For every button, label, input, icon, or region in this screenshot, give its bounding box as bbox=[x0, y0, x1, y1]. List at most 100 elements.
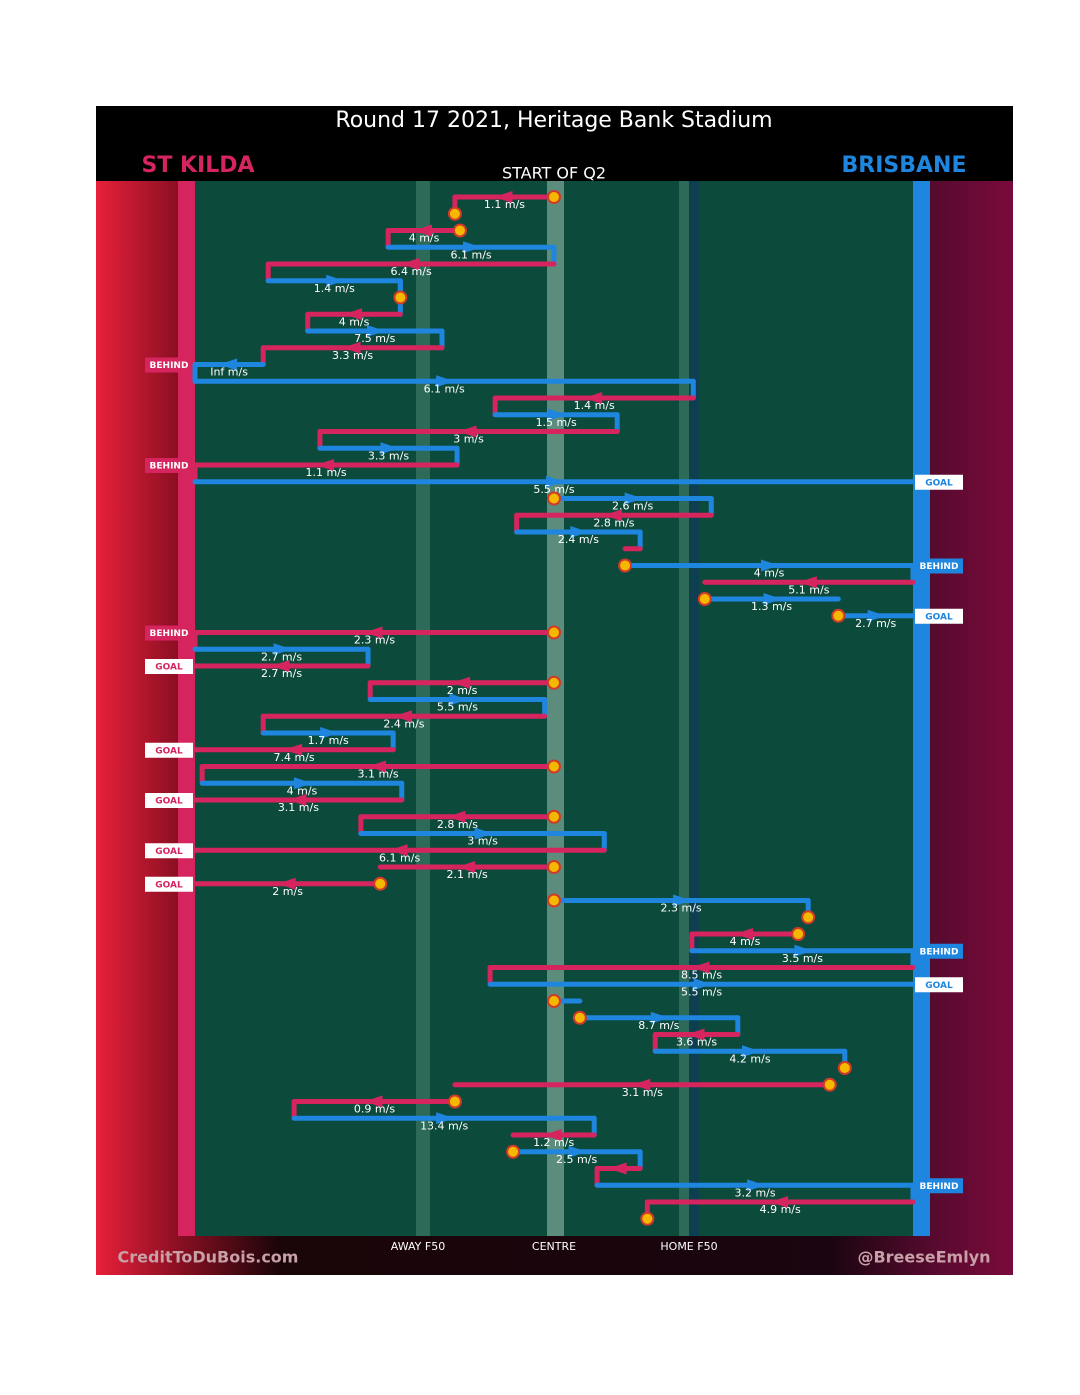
outcome-tag bbox=[145, 793, 193, 808]
speed-label: 4 m/s bbox=[339, 315, 370, 328]
stoppage-dot bbox=[452, 223, 467, 238]
outcome-label: BEHIND bbox=[920, 562, 959, 572]
stoppage-dot bbox=[831, 608, 846, 623]
arrow bbox=[474, 827, 493, 840]
speed-label: 1.1 m/s bbox=[305, 466, 346, 479]
outcome-label: GOAL bbox=[155, 746, 183, 756]
stoppage-dot bbox=[547, 625, 561, 640]
credit: @BreeseEmlyn bbox=[857, 1248, 990, 1267]
arrow bbox=[693, 978, 712, 991]
speed-label: 4 m/s bbox=[287, 784, 318, 797]
outcome-tag bbox=[145, 843, 193, 859]
speed-label: 3.1 m/s bbox=[358, 768, 399, 781]
speed-label: 1.2 m/s bbox=[533, 1136, 574, 1149]
speed-label: 2.6 m/s bbox=[612, 500, 653, 513]
arrow bbox=[380, 442, 399, 455]
arrow bbox=[584, 392, 603, 404]
speed-label: 3.1 m/s bbox=[622, 1086, 663, 1099]
outcome-tag bbox=[915, 1178, 963, 1194]
speed-label: 6.1 m/s bbox=[424, 382, 465, 395]
arrow bbox=[546, 475, 564, 488]
speed-label: 4.2 m/s bbox=[729, 1052, 770, 1065]
speed-label: 2.7 m/s bbox=[261, 667, 302, 680]
team-right: BRISBANE bbox=[842, 153, 967, 178]
arrow bbox=[867, 609, 886, 622]
home-f50-shade bbox=[689, 181, 699, 1236]
outcome-label: GOAL bbox=[925, 478, 953, 488]
team-left: ST KILDA bbox=[141, 153, 254, 178]
outcome-label: GOAL bbox=[925, 981, 953, 991]
speed-label: 3.2 m/s bbox=[734, 1186, 775, 1199]
arrow bbox=[288, 794, 307, 806]
arrow bbox=[650, 1011, 669, 1024]
speed-label: 4 m/s bbox=[730, 935, 761, 948]
speed-label: 2.8 m/s bbox=[593, 516, 634, 529]
stoppage-dot bbox=[447, 1094, 462, 1109]
stoppage-dot bbox=[393, 290, 408, 305]
speed-label: 1.5 m/s bbox=[536, 416, 577, 429]
arrow bbox=[320, 727, 339, 739]
speed-label: 3.3 m/s bbox=[332, 349, 373, 362]
speed-label: 3 m/s bbox=[467, 835, 498, 848]
outcome-tag bbox=[915, 608, 963, 624]
header-band bbox=[96, 106, 1013, 181]
brisbane-goal-bar bbox=[913, 181, 930, 1236]
stoppage-dot bbox=[618, 558, 633, 573]
speed-label: 1.4 m/s bbox=[314, 282, 355, 295]
arrow bbox=[452, 676, 471, 689]
speed-label: 4 m/s bbox=[754, 567, 785, 580]
speed-label: 5.5 m/s bbox=[533, 483, 574, 496]
home-f50-line bbox=[679, 181, 689, 1236]
arrow bbox=[344, 308, 363, 321]
arrow bbox=[463, 241, 482, 254]
arrow bbox=[271, 660, 290, 672]
outcome-tag bbox=[915, 943, 963, 959]
stoppage-dot bbox=[447, 206, 462, 221]
speed-label: 1.4 m/s bbox=[574, 399, 615, 412]
speed-label: 2.7 m/s bbox=[855, 617, 896, 630]
arrow bbox=[447, 810, 466, 823]
outcome-label: BEHIND bbox=[150, 361, 189, 371]
arrow bbox=[326, 274, 345, 287]
arrow bbox=[632, 1078, 651, 1091]
outcome-tag bbox=[915, 474, 963, 490]
outcome-label: GOAL bbox=[155, 847, 183, 857]
field-label: CENTRE bbox=[532, 1240, 576, 1253]
speed-label: 0.9 m/s bbox=[354, 1103, 395, 1116]
arrow bbox=[568, 1145, 587, 1158]
speed-label: 7.5 m/s bbox=[354, 332, 395, 345]
speed-label: 2.5 m/s bbox=[556, 1153, 597, 1166]
arrow bbox=[691, 961, 710, 974]
field-label: AWAY F50 bbox=[391, 1240, 445, 1253]
speed-label: 7.4 m/s bbox=[274, 751, 315, 764]
arrow bbox=[770, 1196, 789, 1208]
arrow bbox=[603, 509, 622, 522]
speed-label: 1.7 m/s bbox=[308, 734, 349, 747]
speed-label: 4.9 m/s bbox=[760, 1203, 801, 1216]
outcome-label: GOAL bbox=[155, 880, 183, 890]
outcome-label: BEHIND bbox=[920, 1182, 959, 1192]
arrow bbox=[393, 710, 412, 723]
outcome-tag bbox=[145, 625, 193, 641]
arrow bbox=[293, 777, 312, 790]
arrow bbox=[570, 526, 589, 538]
stoppage-dot bbox=[547, 893, 561, 908]
speed-label: 1.3 m/s bbox=[751, 600, 792, 613]
arrow bbox=[277, 877, 296, 890]
speed-label: Inf m/s bbox=[210, 366, 248, 379]
outcome-tag bbox=[145, 742, 193, 758]
arrow bbox=[747, 1179, 766, 1192]
speed-label: 2.3 m/s bbox=[354, 634, 395, 647]
arrow bbox=[608, 1162, 627, 1175]
arrow bbox=[763, 593, 782, 605]
arrow bbox=[368, 760, 387, 773]
outcome-tag bbox=[915, 977, 963, 993]
arrow bbox=[436, 375, 455, 388]
stoppage-dot bbox=[373, 876, 388, 891]
stoppage-dot bbox=[791, 927, 806, 941]
stoppage-dot bbox=[547, 809, 561, 824]
st-kilda-goal-bar bbox=[178, 181, 195, 1236]
arrow bbox=[673, 894, 692, 907]
arrow bbox=[364, 626, 383, 639]
